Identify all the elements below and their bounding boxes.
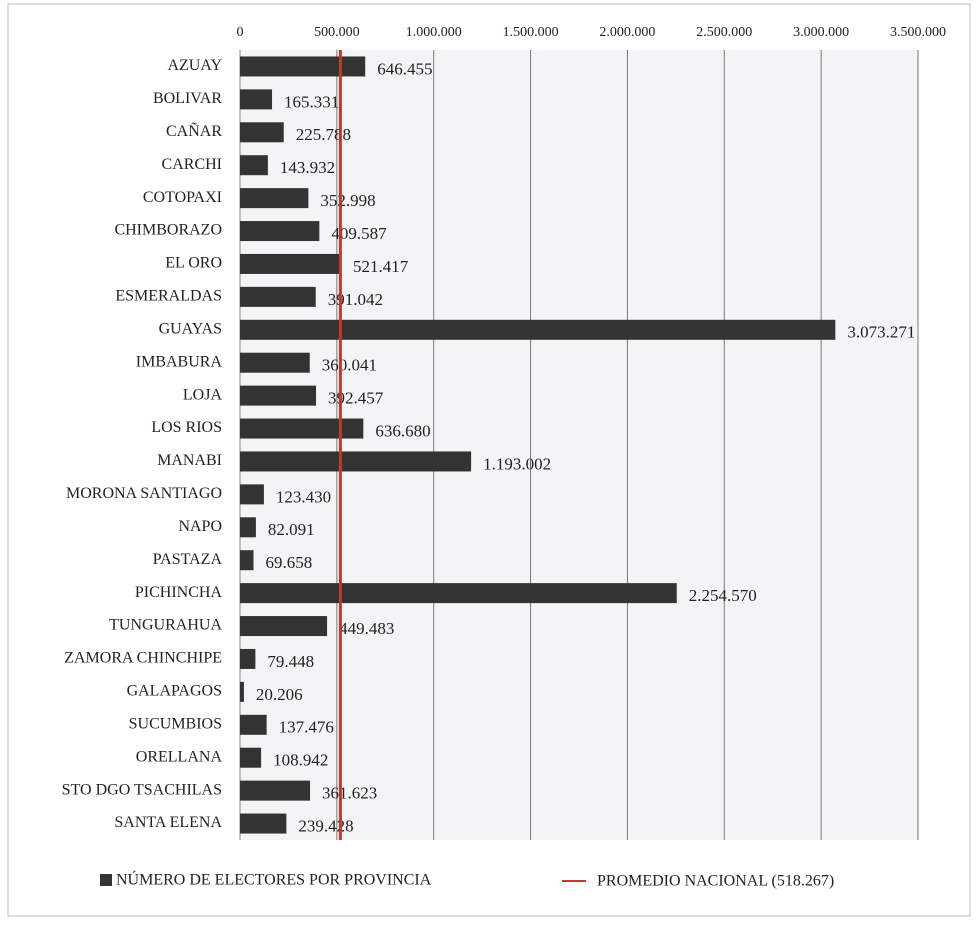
bar	[240, 484, 264, 505]
bar	[240, 352, 310, 373]
value-label: 225.788	[296, 125, 351, 144]
value-label: 3.073.271	[847, 323, 915, 342]
legend-label: NÚMERO DE ELECTORES POR PROVINCIA	[116, 870, 432, 889]
y-tick-label: PASTAZA	[153, 551, 223, 568]
value-label: 636.680	[375, 421, 430, 440]
value-label: 1.193.002	[483, 454, 551, 473]
x-tick-label: 0	[237, 25, 244, 40]
value-label: 239.428	[298, 816, 353, 835]
value-label: 137.476	[279, 718, 334, 737]
value-label: 360.041	[322, 356, 377, 375]
value-label: 2.254.570	[689, 586, 757, 605]
x-tick-label: 2.000.000	[599, 25, 655, 40]
bar	[240, 253, 342, 274]
y-tick-label: NAPO	[178, 518, 222, 535]
y-tick-label: CARCHI	[162, 156, 222, 173]
x-tick-label: 1.000.000	[406, 25, 462, 40]
bar	[240, 188, 309, 209]
y-tick-label: GUAYAS	[159, 320, 222, 337]
y-tick-label: CHIMBORAZO	[114, 222, 222, 239]
x-tick-label: 3.500.000	[890, 25, 946, 40]
value-label: 392.457	[328, 389, 384, 408]
bar	[240, 319, 836, 340]
y-tick-label: MORONA SANTIAGO	[66, 485, 222, 502]
bar	[240, 122, 284, 143]
value-label: 143.932	[280, 158, 335, 177]
bar	[240, 648, 256, 669]
value-label: 82.091	[268, 520, 315, 539]
plot-area	[240, 50, 918, 840]
legend-swatch	[100, 874, 112, 886]
bar	[240, 517, 256, 538]
value-label: 521.417	[353, 257, 409, 276]
value-label: 20.206	[256, 685, 303, 704]
bar	[240, 56, 366, 77]
y-tick-label: EL ORO	[165, 255, 222, 272]
y-tick-label: LOJA	[183, 386, 223, 403]
bar	[240, 813, 287, 834]
x-tick-label: 1.500.000	[503, 25, 559, 40]
bar	[240, 89, 273, 110]
bar	[240, 418, 364, 439]
x-tick-label: 500.000	[314, 25, 360, 40]
bar	[240, 451, 472, 472]
value-label: 361.623	[322, 784, 377, 803]
y-tick-label: LOS RIOS	[151, 419, 222, 436]
y-tick-label: PICHINCHA	[135, 584, 223, 601]
bar	[240, 385, 317, 406]
value-label: 449.483	[339, 619, 394, 638]
bar	[240, 747, 262, 768]
y-tick-label: ZAMORA CHINCHIPE	[64, 650, 222, 667]
y-tick-label: IMBABURA	[136, 353, 223, 370]
x-tick-label: 2.500.000	[696, 25, 752, 40]
legend-label: PROMEDIO NACIONAL (518.267)	[597, 873, 834, 890]
value-label: 391.042	[328, 290, 383, 309]
y-tick-label: ORELLANA	[136, 748, 223, 765]
bar	[240, 714, 267, 735]
y-tick-label: ESMERALDAS	[115, 288, 222, 305]
y-tick-label: TUNGURAHUA	[109, 617, 222, 634]
value-label: 108.942	[273, 751, 328, 770]
bar	[240, 286, 316, 307]
y-tick-label: AZUAY	[167, 57, 222, 74]
bar	[240, 221, 320, 242]
y-tick-label: GALAPAGOS	[127, 683, 222, 700]
y-tick-label: SUCUMBIOS	[129, 715, 222, 732]
bar	[240, 616, 328, 637]
value-label: 165.331	[284, 92, 339, 111]
y-tick-label: BOLIVAR	[153, 90, 222, 107]
bar	[240, 780, 311, 801]
value-label: 79.448	[267, 652, 314, 671]
value-label: 352.998	[320, 191, 375, 210]
y-tick-label: CAÑAR	[166, 122, 222, 140]
bar	[240, 681, 244, 702]
y-tick-label: COTOPAXI	[143, 189, 222, 206]
y-tick-label: SANTA ELENA	[114, 814, 222, 831]
value-label: 646.455	[377, 59, 432, 78]
value-label: 409.587	[331, 224, 387, 243]
y-tick-label: MANABI	[157, 452, 222, 469]
value-label: 123.430	[276, 487, 331, 506]
x-tick-label: 3.000.000	[793, 25, 849, 40]
y-tick-label: STO DGO TSACHILAS	[62, 781, 222, 798]
bar	[240, 550, 254, 571]
bar	[240, 155, 268, 176]
value-label: 69.658	[265, 553, 312, 572]
bar	[240, 583, 677, 604]
